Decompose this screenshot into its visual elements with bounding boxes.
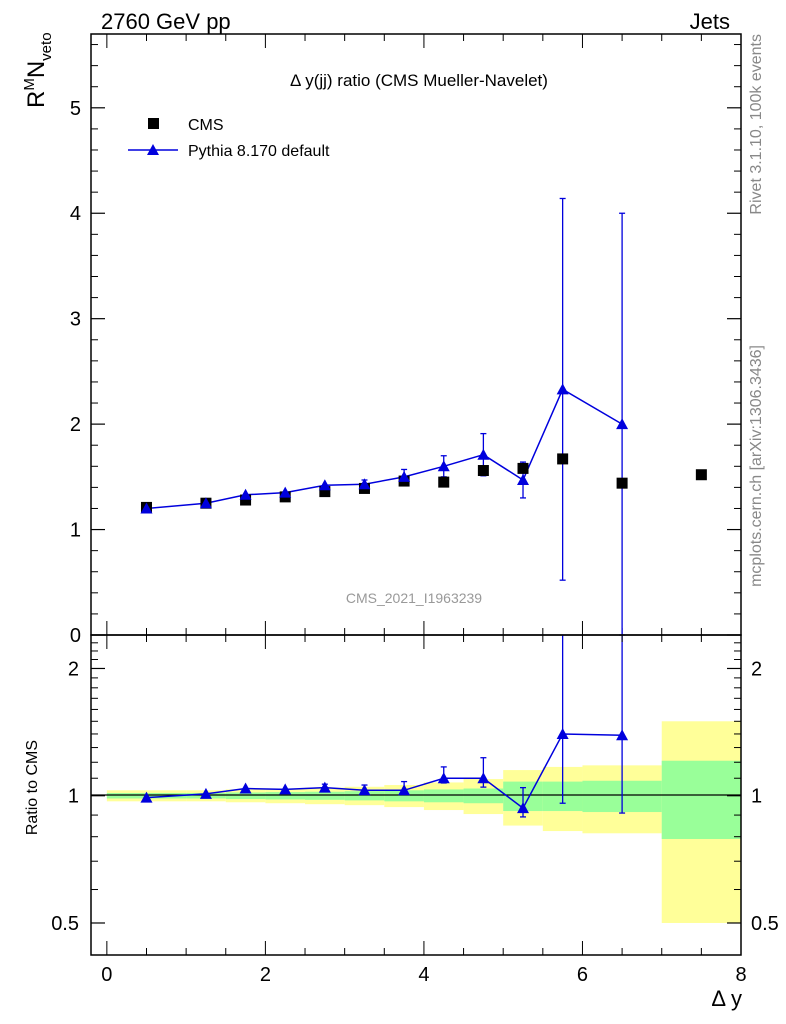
y-tick-label: 0 [70, 625, 81, 647]
ylabel-sup: M [21, 78, 38, 91]
y-tick-label: 2 [70, 414, 81, 436]
x-axis-label: Δ y [711, 986, 742, 1011]
ratio-point [239, 782, 252, 794]
svg-text:RMNveto: RMNveto [21, 32, 55, 108]
ratio-y-tick-label: 1 [68, 786, 79, 808]
pythia-point [318, 479, 331, 491]
ratio-point [140, 791, 153, 803]
inner-uncertainty-band [344, 791, 385, 801]
pythia-point [199, 497, 212, 509]
x-tick-label: 2 [260, 964, 271, 986]
cms-point [477, 465, 489, 477]
cms-point [557, 453, 569, 465]
ratio-point [279, 783, 292, 795]
main-ticks: 0 1 2 3 4 5 [70, 34, 742, 647]
x-tick-label: 0 [101, 964, 112, 986]
pythia-point [279, 486, 292, 498]
y-tick-label: 4 [70, 203, 81, 225]
x-tick-label: 4 [418, 964, 429, 986]
ratio-y-tick-label-right: 0.5 [751, 913, 779, 935]
ratio-y-tick-label-right: 1 [751, 786, 762, 808]
pythia-point [398, 470, 411, 482]
cms-point [695, 469, 707, 481]
header-right: Jets [690, 9, 730, 34]
main-panel: 0 1 2 3 4 5 Δ y(jj) ratio (CMS Mueller-Navele… [21, 32, 742, 647]
ratio-y-axis-label: Ratio to CMS [24, 740, 41, 835]
ylabel-R: R [23, 91, 50, 108]
ratio-point [199, 787, 212, 799]
ratio-point [318, 781, 331, 793]
y-tick-label: 5 [70, 98, 81, 120]
y-tick-label: 3 [70, 309, 81, 331]
pythia-point [140, 502, 153, 514]
x-tick-label: 6 [577, 964, 588, 986]
x-tick-label: 8 [735, 964, 746, 986]
cms-point [517, 462, 529, 474]
ratio-point [398, 784, 411, 796]
watermark: CMS_2021_I1963239 [346, 590, 482, 606]
ratio-point [437, 772, 450, 784]
ratio-point [517, 802, 530, 814]
pythia-point [358, 478, 371, 490]
legend-cms-label: CMS [188, 117, 224, 134]
cms-point [438, 476, 450, 488]
inner-uncertainty-band [384, 790, 424, 802]
ylabel-N: N [23, 61, 50, 78]
ratio-y-tick-label-right: 2 [751, 658, 762, 680]
main-series [140, 197, 707, 636]
ratio-panel: 0.5 0.5 1 1 2 2 0 2 4 6 8 Ratio to CMS Δ y [24, 634, 779, 1011]
inner-uncertainty-band [225, 792, 266, 800]
cms-point [240, 494, 252, 506]
ylabel-sub: veto [38, 32, 55, 60]
header-left: 2760 GeV pp [101, 9, 231, 34]
inner-uncertainty-band [661, 760, 741, 840]
ratio-bands [106, 721, 741, 923]
legend-cms-marker [148, 118, 159, 129]
pythia-point [616, 418, 629, 430]
ratio-point [358, 784, 371, 796]
inner-uncertainty-band [463, 788, 504, 804]
ratio-point [556, 727, 569, 739]
y-axis-label-main: RMNveto [21, 32, 55, 108]
ratio-ticks: 0.5 0.5 1 1 2 2 0 2 4 6 8 [51, 635, 779, 986]
rivet-label: Rivet 3.1.10, 100k events [748, 34, 765, 215]
mcplots-label: mcplots.cern.ch [arXiv:1306.3436] [748, 345, 765, 587]
pythia-point [556, 383, 569, 395]
legend-pythia-label: Pythia 8.170 default [188, 143, 330, 160]
pythia-point [477, 448, 490, 460]
ratio-point [477, 772, 490, 784]
inner-uncertainty-band [305, 791, 345, 800]
ratio-series [140, 635, 629, 818]
ratio-line [146, 733, 623, 810]
inner-uncertainty-band [423, 789, 464, 803]
pythia-line [146, 388, 623, 510]
ratio-frame [90, 634, 742, 956]
chart-title: Δ y(jj) ratio (CMS Mueller-Navelet) [290, 71, 548, 90]
ratio-point [616, 729, 629, 741]
legend-pythia-marker [147, 144, 159, 155]
pythia-point [437, 460, 450, 472]
inner-uncertainty-band [265, 792, 306, 800]
cms-point [616, 477, 628, 489]
legend: CMS Pythia 8.170 default [128, 117, 330, 160]
y-tick-label: 1 [70, 520, 81, 542]
ratio-y-tick-label: 2 [68, 658, 79, 680]
cms-point [319, 486, 331, 498]
pythia-point [239, 488, 252, 500]
pythia-point [517, 474, 530, 486]
ratio-y-tick-label: 0.5 [51, 913, 79, 935]
